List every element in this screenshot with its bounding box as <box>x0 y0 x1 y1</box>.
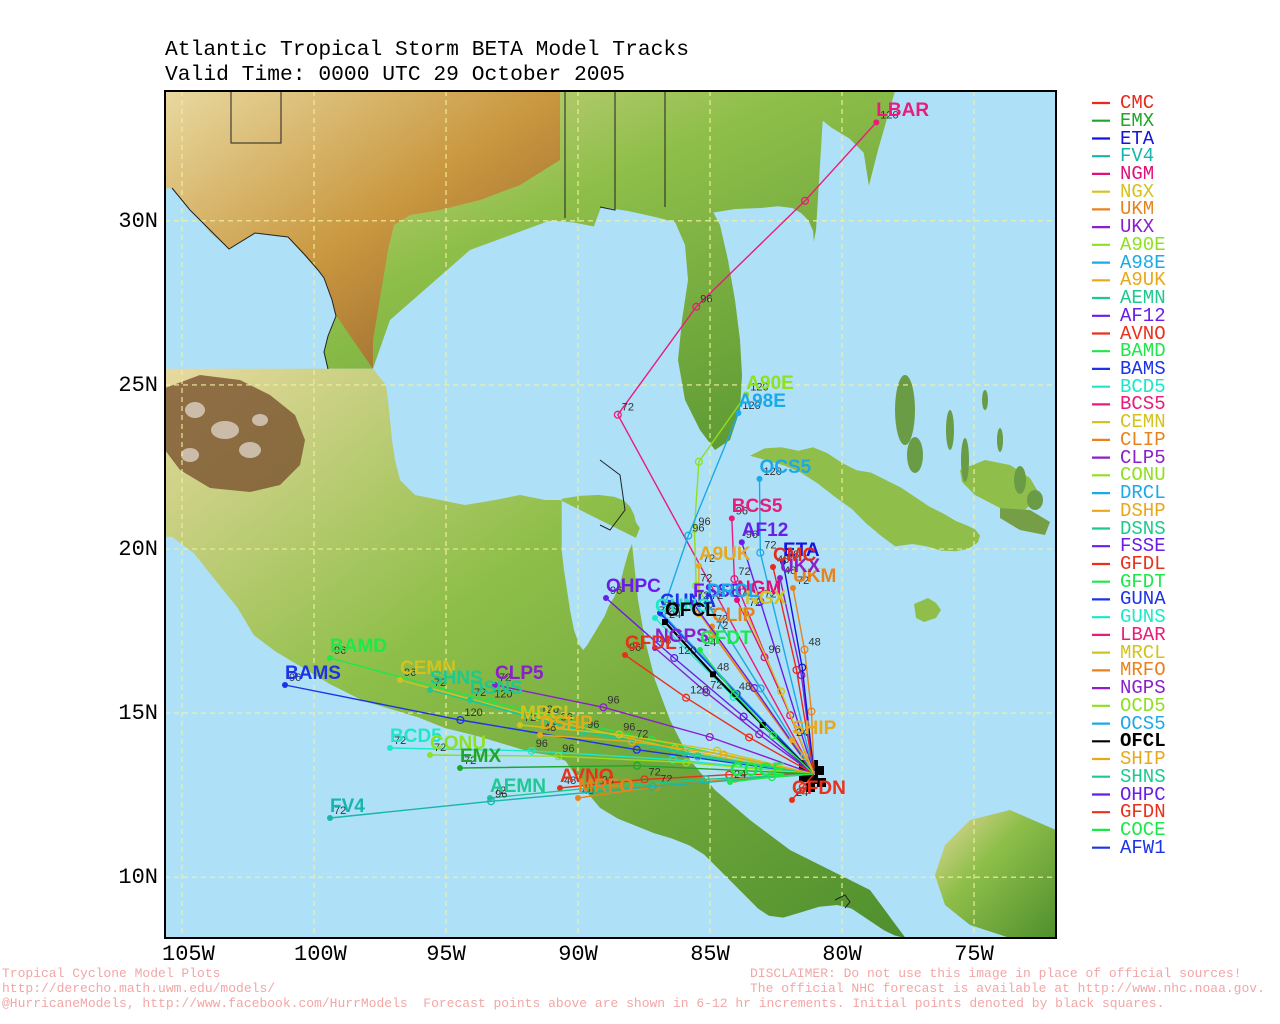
svg-text:72: 72 <box>710 679 722 691</box>
svg-text:120: 120 <box>690 685 708 697</box>
svg-text:72: 72 <box>738 566 750 578</box>
svg-text:72: 72 <box>660 774 672 786</box>
svg-text:96: 96 <box>623 721 635 733</box>
svg-text:72: 72 <box>649 766 661 778</box>
svg-text:96: 96 <box>536 738 548 750</box>
svg-text:96: 96 <box>692 523 704 535</box>
svg-text:72: 72 <box>622 402 634 414</box>
svg-text:96: 96 <box>700 294 712 306</box>
svg-text:48: 48 <box>809 637 821 649</box>
svg-text:120: 120 <box>464 707 482 719</box>
svg-text:96: 96 <box>769 644 781 656</box>
svg-text:48: 48 <box>717 661 729 673</box>
svg-text:48: 48 <box>739 681 751 693</box>
svg-text:72: 72 <box>636 729 648 741</box>
svg-text:96: 96 <box>607 694 619 706</box>
svg-text:96: 96 <box>562 743 574 755</box>
